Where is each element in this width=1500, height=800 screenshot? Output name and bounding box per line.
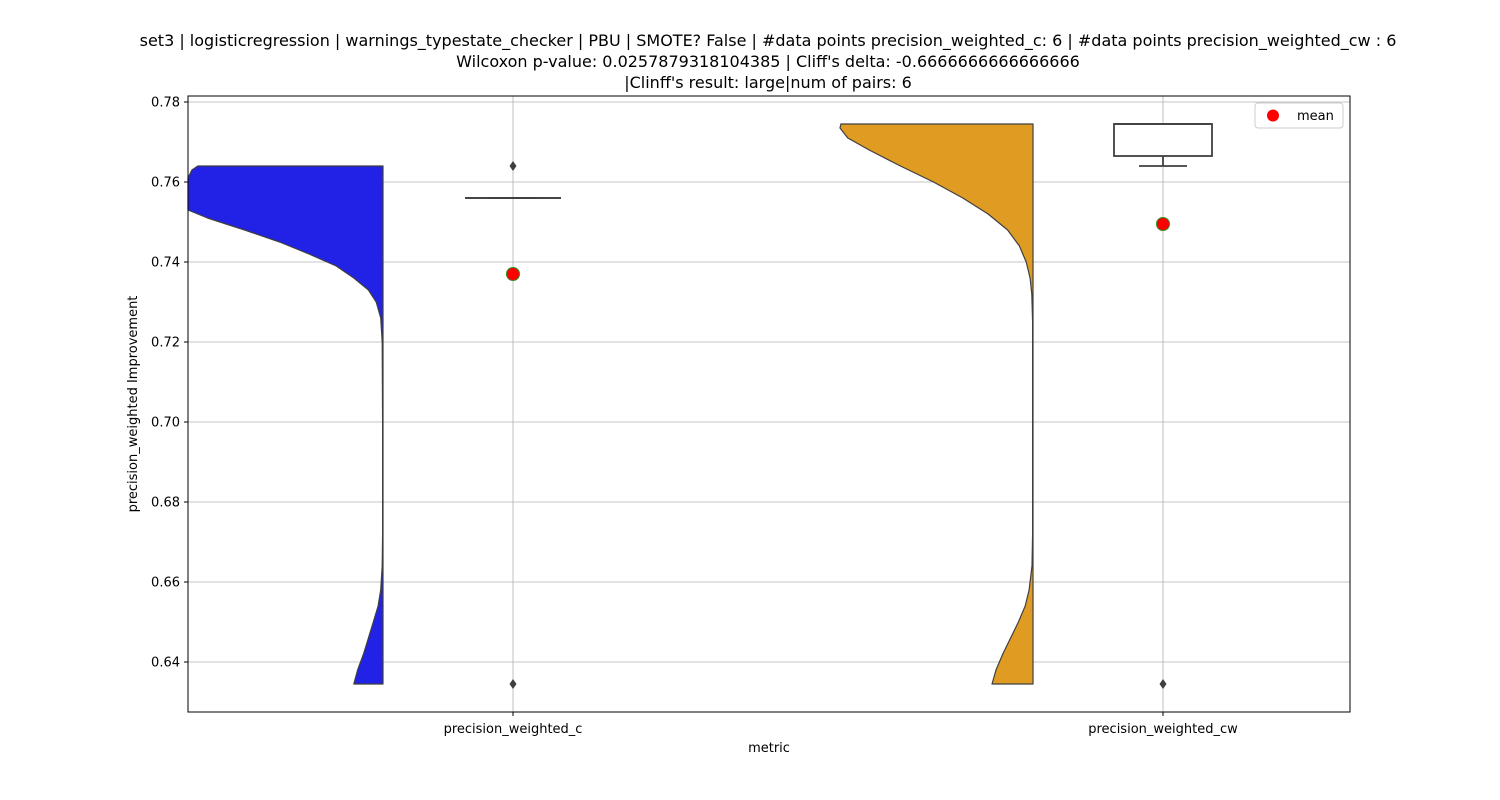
x-tick-label: precision_weighted_cw [1088,722,1238,737]
y-tick-label: 0.68 [151,496,180,511]
y-tick-label: 0.72 [151,336,180,351]
legend-mean-label: mean [1297,109,1334,124]
mean-marker-precision_weighted_c [506,267,520,281]
chart-title: set3 | logisticregression | warnings_typ… [140,31,1397,92]
legend-box [1254,102,1344,129]
outlier-marker [1159,679,1167,689]
mean-marker-precision_weighted_cw [1156,217,1170,231]
y-tick-label: 0.78 [151,96,180,111]
x-axis-ticks: precision_weighted_c precision_weighted_c… [444,712,1238,737]
title-line-1: set3 | logisticregression | warnings_typ… [140,31,1397,51]
legend: mean [1254,102,1344,129]
x-tick-label: precision_weighted_c [444,722,583,737]
box-iqr [1113,123,1213,157]
y-axis-label: precision_weighted Improvement [126,296,141,513]
y-axis-ticks: 0.64 0.66 0.68 0.70 0.72 0.74 0.76 0.78 [151,96,188,671]
x-axis-label: metric [748,741,790,756]
legend-mean-marker [1267,109,1279,122]
mean-markers [506,217,1170,281]
title-line-3: |Clinff's result: large|num of pairs: 6 [624,73,912,92]
violin-precision_weighted_cw [839,123,1034,685]
y-tick-label: 0.70 [151,416,180,431]
boxplot-precision_weighted_cw [1113,123,1213,689]
boxplots [465,123,1213,689]
violins [187,123,1034,685]
y-tick-label: 0.66 [151,576,180,591]
title-line-2: Wilcoxon p-value: 0.0257879318104385 | C… [456,52,1080,71]
y-tick-label: 0.74 [151,256,180,271]
violin-precision_weighted_c [187,165,384,685]
boxplot-precision_weighted_c [465,161,561,689]
outlier-marker [509,161,517,171]
y-tick-label: 0.64 [151,656,180,671]
plot-frame [187,95,1351,713]
outlier-marker [509,679,517,689]
y-tick-label: 0.76 [151,176,180,191]
